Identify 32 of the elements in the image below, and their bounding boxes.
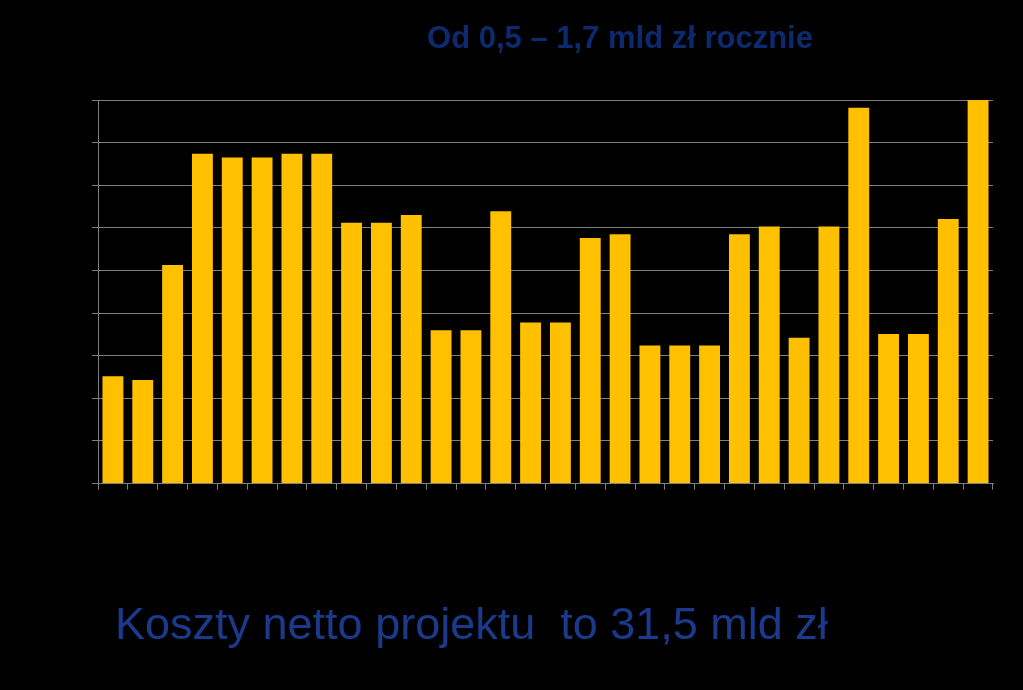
bar bbox=[430, 330, 452, 484]
bar bbox=[281, 153, 303, 484]
bar bbox=[699, 345, 721, 484]
bar bbox=[878, 334, 900, 484]
bar bbox=[102, 376, 124, 484]
bar bbox=[549, 322, 571, 484]
bar bbox=[818, 226, 840, 484]
text: Koszty netto projektu to 31,5 mld zł bbox=[115, 598, 828, 650]
bar bbox=[579, 238, 601, 484]
bar bbox=[341, 222, 363, 484]
bar bbox=[788, 337, 810, 484]
bar bbox=[221, 157, 243, 484]
bar bbox=[400, 215, 422, 484]
bar bbox=[907, 334, 929, 484]
bar bbox=[967, 100, 989, 484]
bar bbox=[162, 264, 184, 484]
bar bbox=[639, 345, 661, 484]
bar bbox=[937, 218, 959, 484]
bar bbox=[251, 157, 273, 484]
bar bbox=[669, 345, 691, 484]
bar bbox=[311, 153, 333, 484]
bar bbox=[370, 222, 392, 484]
bar bbox=[490, 211, 512, 484]
bar bbox=[848, 107, 870, 484]
bar bbox=[758, 226, 780, 484]
bar bbox=[191, 153, 213, 484]
chart-title: Od 0,5 – 1,7 mld zł rocznie bbox=[426, 20, 814, 56]
bar bbox=[132, 380, 154, 484]
bar bbox=[609, 234, 631, 484]
bar bbox=[520, 322, 542, 484]
bar bbox=[460, 330, 482, 484]
bar bbox=[728, 234, 750, 484]
